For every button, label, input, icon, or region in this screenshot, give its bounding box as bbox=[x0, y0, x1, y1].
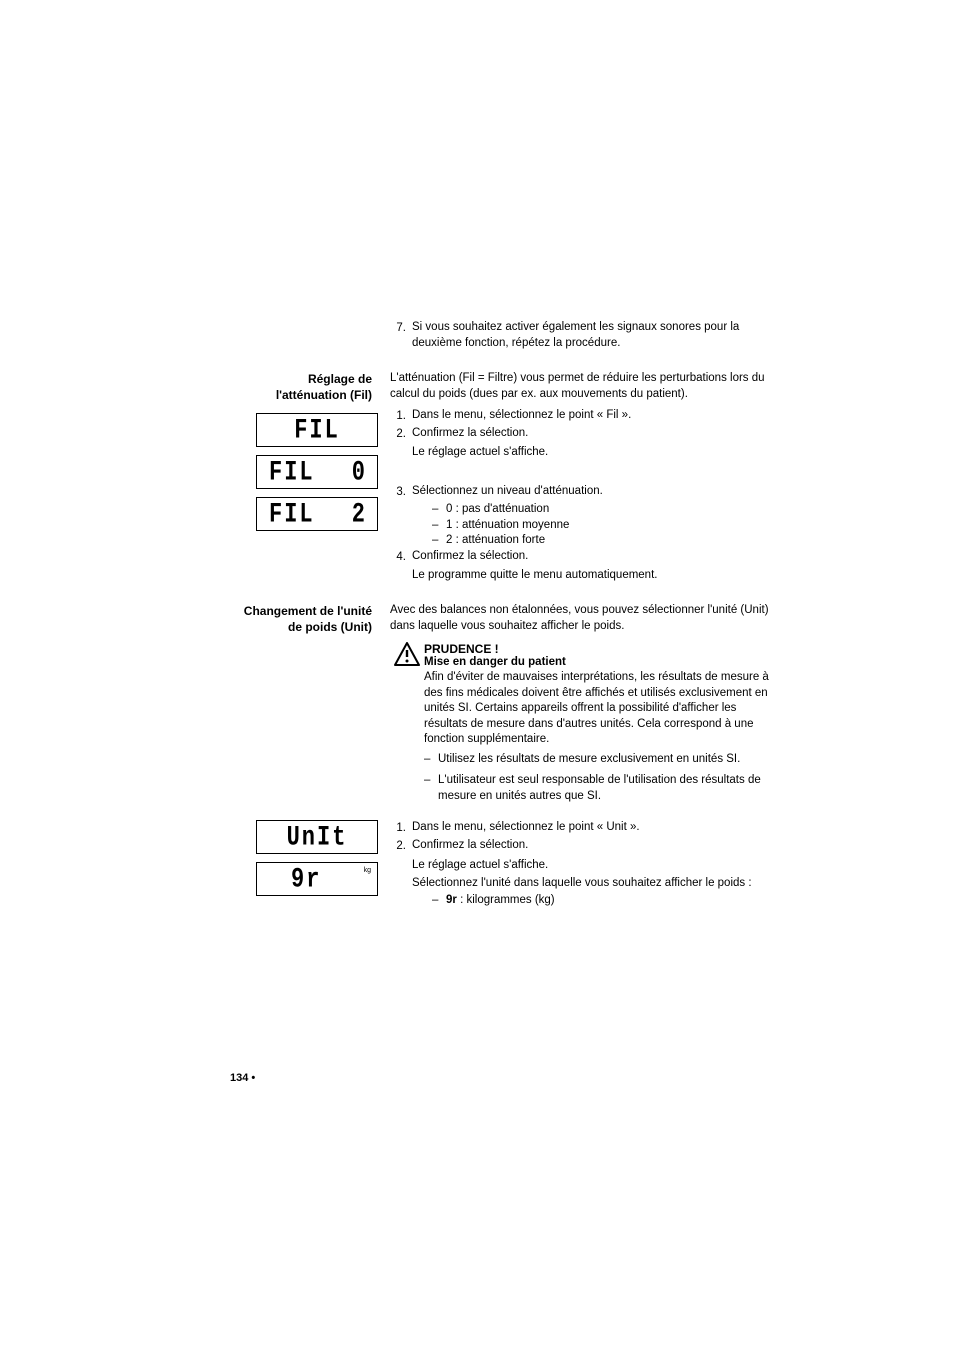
step-subtext: Sélectionnez l'unité dans laquelle vous … bbox=[412, 875, 774, 891]
step-number: 3. bbox=[390, 484, 412, 500]
option-text: 0 : pas d'atténuation bbox=[446, 502, 774, 518]
unit-option-list: – 9r : kilogrammes (kg) bbox=[432, 893, 774, 909]
dash-icon: – bbox=[432, 893, 446, 909]
step-subtext: Le réglage actuel s'affiche. bbox=[412, 857, 774, 873]
dash-icon: – bbox=[432, 518, 446, 534]
unit-section: Changement de l'unité de poids (Unit) Av… bbox=[230, 603, 774, 816]
caution-subheading: Mise en danger du patient bbox=[424, 656, 774, 668]
fil-title-line1: Réglage de bbox=[230, 371, 372, 387]
lcd-text-left: FIL bbox=[269, 499, 315, 530]
lcd-text: 9r bbox=[291, 864, 321, 895]
lcd-text: FIL bbox=[294, 415, 340, 446]
step-subtext: Le programme quitte le menu automatiquem… bbox=[412, 567, 774, 583]
lcd-text-right: 2 bbox=[352, 499, 367, 530]
warning-icon bbox=[390, 642, 424, 810]
fil-lcd-stack: FIL FIL 0 FIL 2 bbox=[230, 413, 372, 531]
step-text: Confirmez la sélection. bbox=[412, 426, 774, 442]
unit-code: 9r bbox=[446, 894, 457, 906]
unit-title-line2: de poids (Unit) bbox=[230, 619, 372, 635]
step-text: Confirmez la sélection. bbox=[412, 838, 774, 854]
option-text: 2 : atténuation forte bbox=[446, 533, 774, 549]
caution-point: L'utilisateur est seul responsable de l'… bbox=[438, 773, 774, 804]
step-text: Sélectionnez un niveau d'atténuation. bbox=[412, 484, 774, 500]
lcd-text: UnIt bbox=[287, 822, 348, 853]
unit-option: 9r : kilogrammes (kg) bbox=[446, 893, 774, 909]
step-number: 2. bbox=[390, 426, 412, 442]
step-number: 4. bbox=[390, 549, 412, 565]
lcd-fil: FIL bbox=[256, 413, 378, 447]
caution-block: PRUDENCE ! Mise en danger du patient Afi… bbox=[390, 642, 774, 810]
lcd-9r: 9r kg bbox=[256, 862, 378, 896]
step-text: Dans le menu, sélectionnez le point « Un… bbox=[412, 820, 774, 836]
option-text: 1 : atténuation moyenne bbox=[446, 518, 774, 534]
caution-heading: PRUDENCE ! bbox=[424, 642, 774, 656]
unit-lcd-stack: UnIt 9r kg bbox=[230, 820, 372, 896]
step-number: 2. bbox=[390, 838, 412, 854]
unit-desc: : kilogrammes (kg) bbox=[457, 894, 555, 906]
step-subtext: Le réglage actuel s'affiche. bbox=[412, 444, 774, 460]
unit-intro: Avec des balances non étalonnées, vous p… bbox=[390, 603, 774, 634]
fil-title-line2: l'atténuation (Fil) bbox=[230, 387, 372, 403]
page-content: 7. Si vous souhaitez activer également l… bbox=[230, 320, 774, 912]
fil-intro: L'atténuation (Fil = Filtre) vous permet… bbox=[390, 371, 774, 402]
lcd-text-right: 0 bbox=[352, 457, 367, 488]
dash-icon: – bbox=[424, 773, 438, 804]
step-number: 7. bbox=[390, 320, 412, 351]
dash-icon: – bbox=[432, 533, 446, 549]
unit-title-line1: Changement de l'unité bbox=[230, 603, 372, 619]
step-text: Confirmez la sélection. bbox=[412, 549, 774, 565]
step-number: 1. bbox=[390, 408, 412, 424]
dash-icon: – bbox=[432, 502, 446, 518]
step-text: Si vous souhaitez activer également les … bbox=[412, 320, 774, 351]
caution-point: Utilisez les résultats de mesure exclusi… bbox=[438, 752, 774, 768]
unit-steps-row: UnIt 9r kg 1. Dans le menu, sélectionnez… bbox=[230, 820, 774, 908]
caution-body-text: Afin d'éviter de mauvaises interprétatio… bbox=[424, 670, 774, 748]
lcd-unit-label: kg bbox=[364, 867, 371, 874]
step-7-row: 7. Si vous souhaitez activer également l… bbox=[230, 320, 774, 353]
step-text: Dans le menu, sélectionnez le point « Fi… bbox=[412, 408, 774, 424]
lcd-unit: UnIt bbox=[256, 820, 378, 854]
lcd-fil-0: FIL 0 bbox=[256, 455, 378, 489]
fil-section: Réglage de l'atténuation (Fil) FIL FIL 0… bbox=[230, 371, 774, 585]
step-number: 1. bbox=[390, 820, 412, 836]
lcd-fil-2: FIL 2 bbox=[256, 497, 378, 531]
page-number: 134 • bbox=[230, 1072, 255, 1084]
dash-icon: – bbox=[424, 752, 438, 768]
attenuation-options: –0 : pas d'atténuation –1 : atténuation … bbox=[432, 502, 774, 549]
lcd-text-left: FIL bbox=[269, 457, 315, 488]
